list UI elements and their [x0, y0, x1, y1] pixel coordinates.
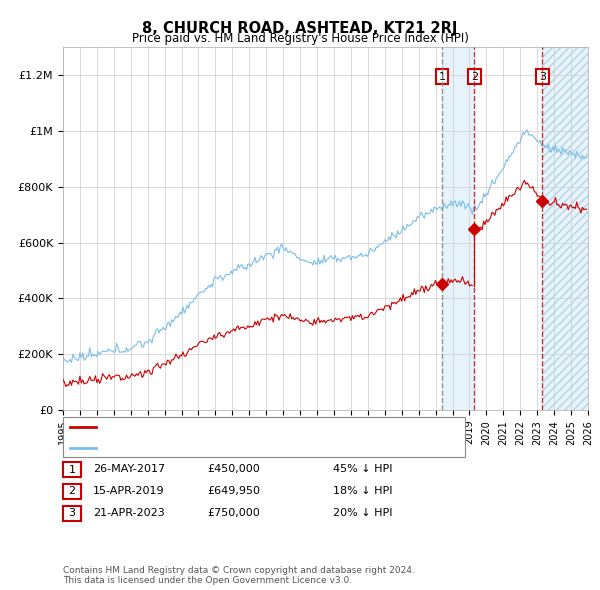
Text: Price paid vs. HM Land Registry's House Price Index (HPI): Price paid vs. HM Land Registry's House …: [131, 32, 469, 45]
Text: £649,950: £649,950: [207, 486, 260, 496]
Text: 1: 1: [68, 465, 76, 474]
Text: 3: 3: [539, 71, 546, 81]
Text: This data is licensed under the Open Government Licence v3.0.: This data is licensed under the Open Gov…: [63, 576, 352, 585]
Text: 8, CHURCH ROAD, ASHTEAD, KT21 2RJ: 8, CHURCH ROAD, ASHTEAD, KT21 2RJ: [142, 21, 458, 35]
Bar: [542, 47, 588, 410]
Text: 2: 2: [68, 487, 76, 496]
Text: 45% ↓ HPI: 45% ↓ HPI: [333, 464, 392, 474]
Text: HPI: Average price, detached house, Mole Valley: HPI: Average price, detached house, Mole…: [101, 443, 353, 453]
Text: Contains HM Land Registry data © Crown copyright and database right 2024.: Contains HM Land Registry data © Crown c…: [63, 566, 415, 575]
Text: 26-MAY-2017: 26-MAY-2017: [93, 464, 165, 474]
Text: 20% ↓ HPI: 20% ↓ HPI: [333, 508, 392, 517]
Bar: [442, 47, 474, 410]
Text: 15-APR-2019: 15-APR-2019: [93, 486, 164, 496]
Text: 18% ↓ HPI: 18% ↓ HPI: [333, 486, 392, 496]
Text: 8, CHURCH ROAD, ASHTEAD, KT21 2RJ (detached house): 8, CHURCH ROAD, ASHTEAD, KT21 2RJ (detac…: [101, 422, 395, 432]
Text: 21-APR-2023: 21-APR-2023: [93, 508, 165, 517]
Text: £750,000: £750,000: [207, 508, 260, 517]
Text: 3: 3: [68, 509, 76, 518]
Text: 1: 1: [439, 71, 446, 81]
Bar: [542, 47, 588, 410]
Text: 2: 2: [470, 71, 478, 81]
Text: £450,000: £450,000: [207, 464, 260, 474]
